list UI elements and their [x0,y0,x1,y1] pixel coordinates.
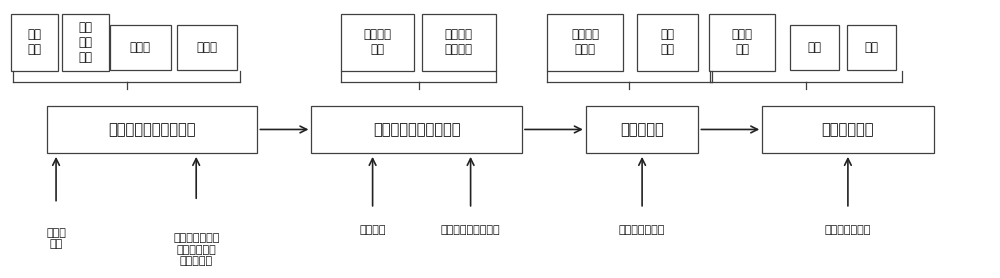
Text: 精加工孔
柱配合: 精加工孔 柱配合 [571,28,599,56]
Text: 打印
成形: 打印 成形 [28,28,42,56]
Bar [547,14,623,71]
Text: 导热芯体和相变
盒体的一体结
构、密封柱: 导热芯体和相变 盒体的一体结 构、密封柱 [173,233,219,266]
Bar [847,25,896,70]
Text: 相变储热器产品: 相变储热器产品 [825,225,871,235]
Text: 组装
密封: 组装 密封 [661,28,675,56]
Text: 铝合金
粉末: 铝合金 粉末 [46,227,66,249]
Text: 相变材料: 相变材料 [359,225,386,235]
Text: 油漆: 油漆 [864,41,878,54]
Text: 真空加热
定量灌注: 真空加热 定量灌注 [445,28,473,56]
Bar [637,14,698,71]
Bar [586,106,698,153]
Bar [422,14,496,71]
Text: 电镀: 电镀 [808,41,822,54]
Text: 清理
残留
粉末: 清理 残留 粉末 [78,21,92,64]
Bar [762,106,934,153]
Text: 液态相变材料定量灌注: 液态相变材料定量灌注 [373,122,460,137]
Bar [47,106,257,153]
Text: 封装体后处理: 封装体后处理 [822,122,874,137]
Text: 线切割: 线切割 [196,41,217,54]
Bar [11,14,58,71]
Bar [341,14,414,71]
Text: 工艺孔密封: 工艺孔密封 [620,122,664,137]
Text: 热处理: 热处理 [130,41,151,54]
Bar [177,25,237,70]
Bar [790,25,839,70]
Text: 相变材料封装体: 相变材料封装体 [619,225,665,235]
Text: 相变材料定量灌注体: 相变材料定量灌注体 [441,225,500,235]
Text: 激光选区熔化及后处理: 激光选区熔化及后处理 [108,122,196,137]
Text: 精加工
外形: 精加工 外形 [732,28,753,56]
Bar [311,106,522,153]
Bar [110,25,171,70]
Text: 孔隙体积
测量: 孔隙体积 测量 [364,28,392,56]
Bar [709,14,775,71]
Bar [62,14,109,71]
